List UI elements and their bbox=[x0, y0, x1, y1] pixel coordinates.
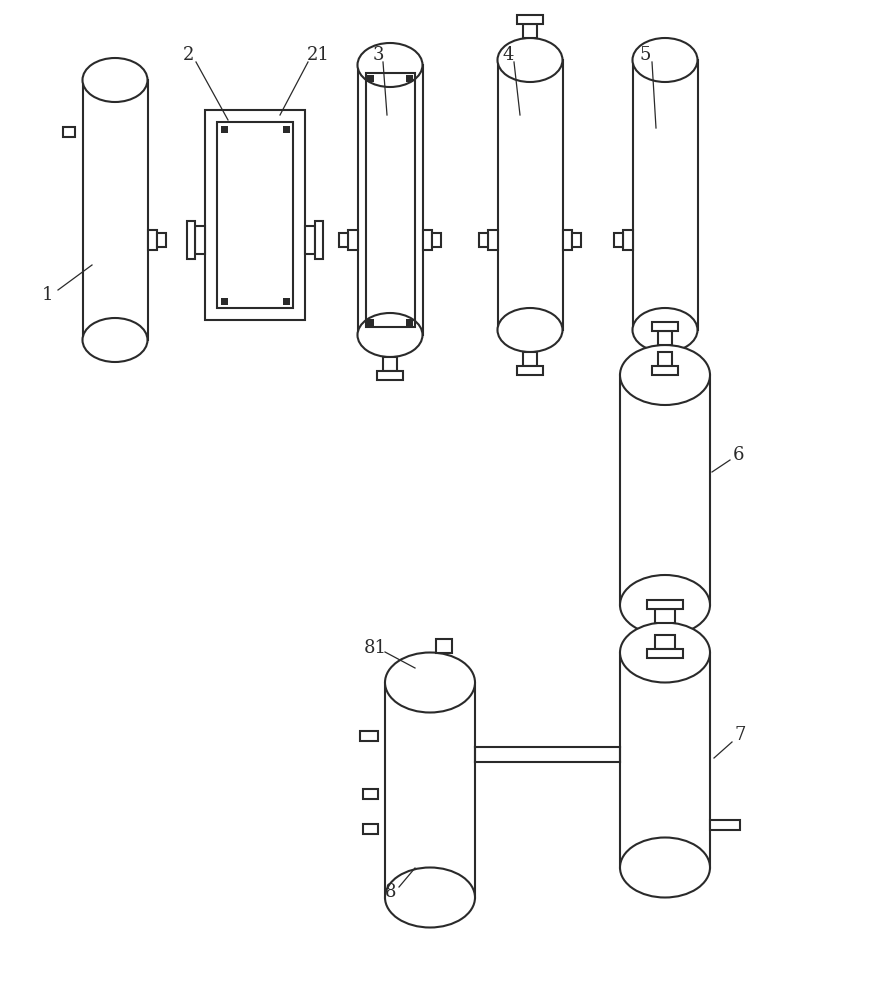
Bar bbox=[205, 110, 305, 320]
Bar bbox=[497, 60, 563, 330]
Bar bbox=[339, 233, 349, 247]
Bar bbox=[633, 60, 697, 330]
Bar bbox=[517, 15, 543, 24]
Bar bbox=[148, 230, 156, 250]
Bar bbox=[614, 233, 623, 247]
Bar bbox=[406, 75, 413, 82]
Bar bbox=[422, 230, 432, 250]
Bar bbox=[710, 820, 740, 830]
Text: 2: 2 bbox=[183, 46, 194, 64]
Bar bbox=[282, 125, 289, 132]
Bar bbox=[517, 366, 543, 375]
Ellipse shape bbox=[633, 308, 697, 352]
Ellipse shape bbox=[82, 318, 148, 362]
Text: 5: 5 bbox=[639, 46, 650, 64]
Bar bbox=[479, 233, 489, 247]
Ellipse shape bbox=[633, 38, 697, 82]
Bar bbox=[656, 608, 675, 622]
Bar bbox=[658, 331, 672, 345]
Bar bbox=[652, 322, 678, 331]
Bar bbox=[282, 298, 289, 304]
Bar bbox=[357, 65, 422, 335]
Bar bbox=[563, 230, 572, 250]
Text: 81: 81 bbox=[364, 639, 386, 657]
Text: 1: 1 bbox=[42, 286, 53, 304]
Text: 3: 3 bbox=[372, 46, 384, 64]
Text: 7: 7 bbox=[734, 726, 746, 744]
Bar bbox=[82, 80, 148, 340]
Bar bbox=[363, 788, 378, 798]
Bar bbox=[572, 233, 580, 247]
Text: 8: 8 bbox=[385, 883, 396, 901]
Bar bbox=[652, 366, 678, 375]
Ellipse shape bbox=[385, 652, 475, 712]
Ellipse shape bbox=[497, 308, 563, 352]
Bar bbox=[187, 221, 195, 259]
Bar bbox=[349, 230, 357, 250]
Bar bbox=[383, 357, 397, 371]
Bar bbox=[523, 352, 538, 366]
Bar bbox=[363, 824, 378, 834]
Bar bbox=[406, 318, 413, 326]
Bar bbox=[217, 122, 293, 308]
Bar bbox=[385, 682, 475, 898]
Bar bbox=[435, 639, 452, 652]
Text: 6: 6 bbox=[732, 446, 744, 464]
Ellipse shape bbox=[497, 38, 563, 82]
Bar bbox=[623, 230, 633, 250]
Text: 21: 21 bbox=[307, 46, 329, 64]
Bar bbox=[195, 226, 205, 254]
Bar bbox=[656, 635, 675, 649]
Ellipse shape bbox=[357, 313, 422, 357]
Bar bbox=[315, 221, 323, 259]
Ellipse shape bbox=[357, 43, 422, 87]
Bar bbox=[220, 125, 227, 132]
Bar bbox=[647, 599, 683, 608]
Bar bbox=[63, 127, 74, 137]
Bar bbox=[523, 24, 538, 38]
Bar bbox=[367, 75, 374, 82]
Ellipse shape bbox=[620, 838, 710, 898]
Bar bbox=[367, 318, 374, 326]
Ellipse shape bbox=[620, 622, 710, 682]
Ellipse shape bbox=[620, 575, 710, 635]
Bar bbox=[377, 371, 403, 380]
Ellipse shape bbox=[385, 867, 475, 928]
Bar bbox=[305, 226, 315, 254]
Bar bbox=[156, 233, 166, 247]
Bar bbox=[620, 375, 710, 605]
Bar bbox=[365, 73, 414, 327]
Bar bbox=[658, 352, 672, 366]
Bar bbox=[360, 731, 378, 741]
Bar bbox=[220, 298, 227, 304]
Ellipse shape bbox=[82, 58, 148, 102]
Bar bbox=[647, 649, 683, 658]
Bar bbox=[620, 652, 710, 867]
Text: 4: 4 bbox=[503, 46, 514, 64]
Bar bbox=[432, 233, 440, 247]
Ellipse shape bbox=[620, 345, 710, 405]
Bar bbox=[489, 230, 497, 250]
